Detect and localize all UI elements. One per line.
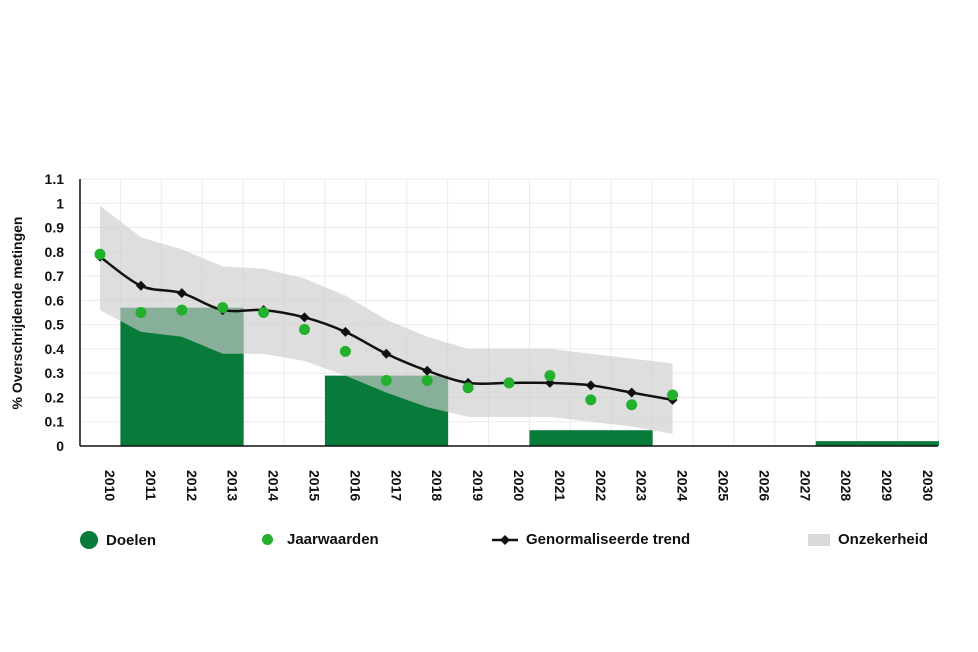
yearly-value-point [421,374,433,386]
legend-swatch-trend [492,534,518,545]
x-tick-label: 2021 [552,470,568,501]
yearly-value-point [135,307,147,318]
x-tick-label: 2012 [184,470,200,501]
y-tick-label: 0.7 [45,268,65,284]
trend-marker [176,288,187,299]
y-axis-label: % Overschrijdende metingen [9,217,25,410]
x-tick-label: 2010 [102,470,118,501]
x-tick-label: 2016 [347,470,363,501]
trend-marker [340,326,351,337]
x-tick-label: 2019 [470,470,486,501]
trend-marker [422,365,433,376]
x-tick-label: 2023 [634,470,650,501]
legend-label: Onzekerheid [838,531,929,548]
goal-bar [570,430,612,446]
yearly-value-point [299,323,310,335]
x-tick-label: 2011 [143,470,159,501]
y-tick-label: 0.9 [45,220,65,236]
y-tick-label: 1.1 [45,171,65,187]
yearly-value-point [667,389,679,401]
legend-swatch-onzekerheid [808,533,830,546]
yearly-value-point [462,382,474,394]
yearly-value-point [217,302,229,314]
x-tick-label: 2024 [675,470,691,501]
yearly-value-point [176,304,188,316]
yearly-value-point [380,374,392,386]
uncertainty-band [100,205,673,434]
yearly-value-point [94,248,106,260]
legend-swatch-doelen [80,531,98,549]
x-tick-label: 2020 [511,470,527,501]
goal-bar [324,375,367,446]
x-tick-label: 2028 [838,470,854,501]
goal-bar [856,441,899,446]
x-tick-label: 2029 [879,470,895,501]
goal-bar [815,441,858,446]
y-tick-label: 0.1 [45,414,65,430]
x-tick-label: 2027 [797,470,813,501]
y-tick-label: 0.4 [45,341,65,357]
yearly-value-point [544,370,556,382]
goal-bar [897,441,939,446]
y-tick-label: 0.5 [45,317,65,333]
y-tick-label: 1 [56,195,64,211]
legend-item-onzekerheid: Onzekerheid [808,531,928,548]
legend-label: Genormaliseerde trend [526,531,691,548]
y-tick-label: 0 [56,438,64,454]
x-tick-label: 2022 [593,470,609,501]
y-tick-label: 0.2 [45,389,65,405]
yearly-value-point [626,399,638,411]
legend-item-trend: Genormaliseerde trend [492,531,690,548]
yearly-value-point [585,394,597,406]
x-tick-label: 2014 [266,470,282,501]
x-tick-label: 2018 [429,470,445,501]
x-tick-label: 2015 [307,470,323,501]
x-tick-label: 2017 [388,470,404,501]
legend-label: Doelen [106,531,157,549]
legend-swatch-jaarwaarden [262,534,273,545]
x-tick-label: 2030 [920,470,936,501]
legend-item-doelen: Doelen [80,531,156,549]
goal-bar [529,430,571,446]
y-tick-label: 0.3 [45,365,65,381]
trend-marker [626,387,637,398]
trend-marker [299,312,310,323]
x-tick-label: 2025 [716,470,732,501]
y-tick-label: 0.6 [45,292,65,308]
legend-item-jaarwaarden: Jaarwaarden [262,531,379,548]
trend-marker [135,280,146,291]
yearly-value-point [503,377,515,389]
goal-bar [611,430,653,446]
yearly-value-point [258,307,270,318]
x-tick-label: 2013 [225,470,241,501]
trend-marker [585,380,596,391]
x-tick-label: 2026 [756,470,772,501]
legend-label: Jaarwaarden [287,531,379,548]
y-tick-label: 0.8 [45,244,65,260]
yearly-value-point [339,345,351,357]
trend-marker [381,348,392,359]
